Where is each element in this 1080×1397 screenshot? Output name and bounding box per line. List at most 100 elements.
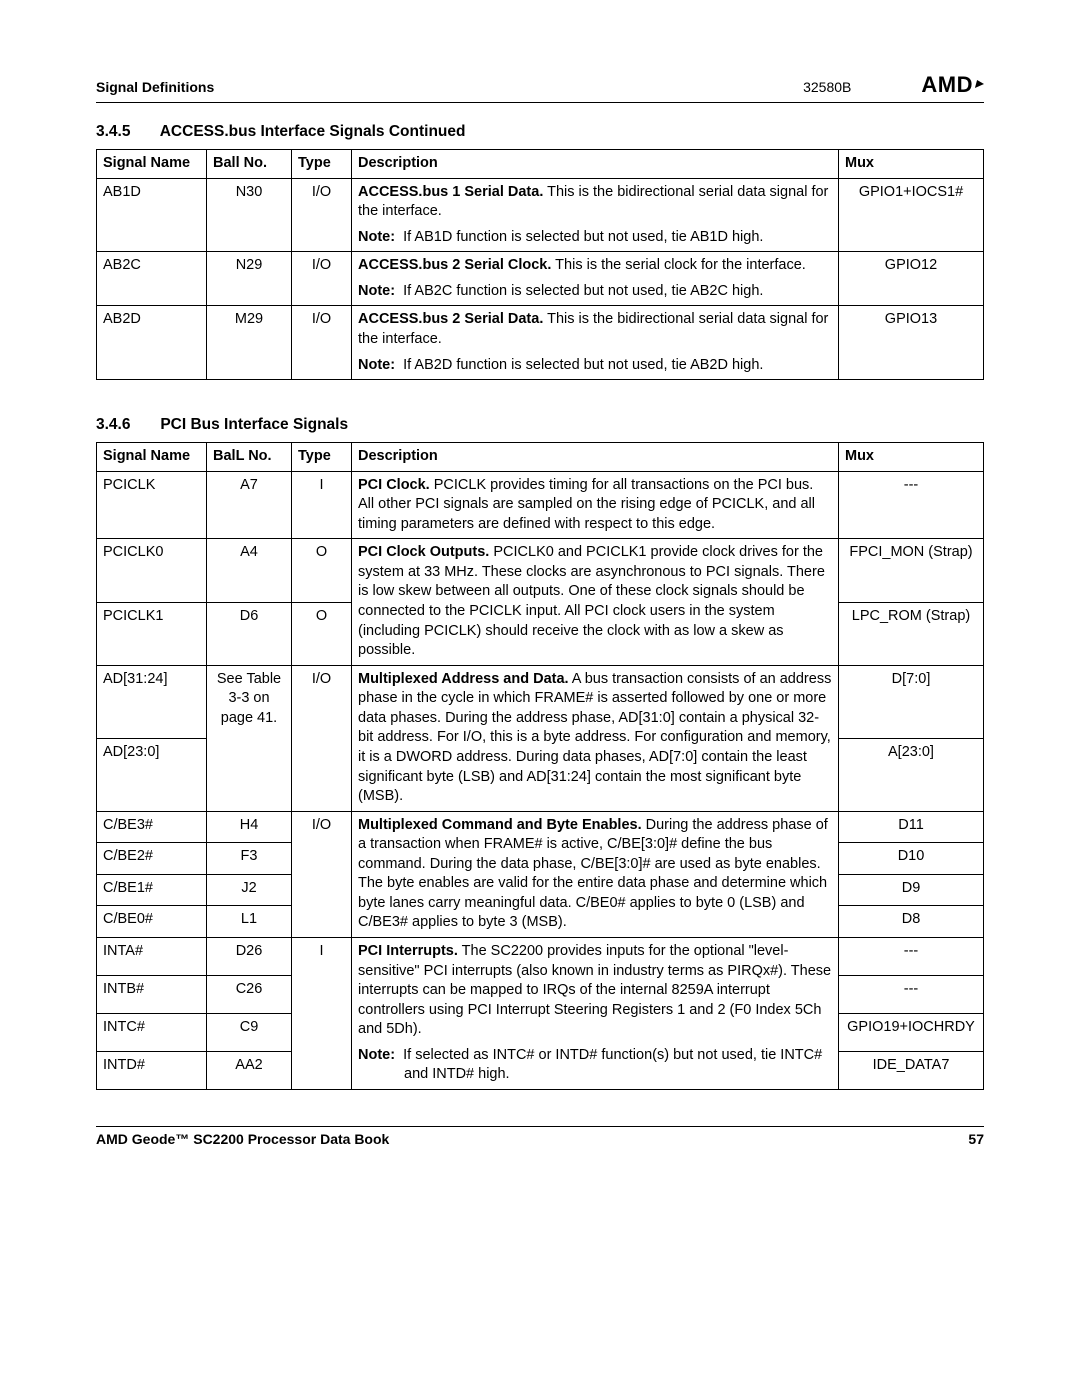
desc-bold: PCI Interrupts. — [358, 943, 458, 959]
cell-signal: INTD# — [97, 1051, 207, 1089]
table-header-row: Signal Name Ball No. Type Description Mu… — [97, 150, 984, 179]
note-label: Note: — [358, 1047, 395, 1063]
desc-bold: Multiplexed Address and Data. — [358, 671, 569, 687]
section-345-num: 3.4.5 — [96, 123, 156, 141]
cell-ball: M29 — [207, 306, 292, 380]
cell-desc: ACCESS.bus 1 Serial Data. This is the bi… — [352, 178, 839, 252]
cell-mux: GPIO13 — [839, 306, 984, 380]
cell-mux: --- — [839, 975, 984, 1013]
desc-rest: This is the serial clock for the interfa… — [551, 257, 805, 273]
section-346-text: PCI Bus Interface Signals — [160, 416, 348, 433]
cell-signal: PCICLK — [97, 471, 207, 539]
desc-bold: PCI Clock Outputs. — [358, 544, 489, 560]
cell-type: I/O — [292, 811, 352, 937]
cell-desc: Multiplexed Command and Byte Enables. Du… — [352, 811, 839, 937]
th-signal: Signal Name — [97, 443, 207, 472]
cell-ball: H4 — [207, 811, 292, 843]
th-desc: Description — [352, 150, 839, 179]
cell-ball: L1 — [207, 906, 292, 938]
desc-bold: Multiplexed Command and Byte Enables. — [358, 817, 642, 833]
cell-ball: A4 — [207, 539, 292, 602]
cell-mux: GPIO1+IOCS1# — [839, 178, 984, 252]
page: Signal Definitions 32580B AMD 3.4.5 ACCE… — [0, 0, 1080, 1187]
desc-rest: PCICLK0 and PCICLK1 provide clock drives… — [358, 544, 825, 658]
cell-signal: PCICLK1 — [97, 602, 207, 665]
table-row: C/BE3# H4 I/O Multiplexed Command and By… — [97, 811, 984, 843]
cell-signal: AB1D — [97, 178, 207, 252]
cell-ball: AA2 — [207, 1051, 292, 1089]
cell-signal: C/BE3# — [97, 811, 207, 843]
desc-rest: During the address phase of a transactio… — [358, 817, 828, 931]
cell-mux: D11 — [839, 811, 984, 843]
th-signal: Signal Name — [97, 150, 207, 179]
cell-mux: D8 — [839, 906, 984, 938]
cell-desc: PCI Clock. PCICLK provides timing for al… — [352, 471, 839, 539]
th-mux: Mux — [839, 443, 984, 472]
table-row: INTA# D26 I PCI Interrupts. The SC2200 p… — [97, 938, 984, 976]
cell-mux: D[7:0] — [839, 665, 984, 738]
cell-mux: GPIO12 — [839, 252, 984, 306]
cell-ball: A7 — [207, 471, 292, 539]
th-mux: Mux — [839, 150, 984, 179]
desc-bold: ACCESS.bus 1 Serial Data. — [358, 184, 543, 200]
table-row: AD[31:24] See Table 3-3 on page 41. I/O … — [97, 665, 984, 738]
cell-type: I/O — [292, 252, 352, 306]
cell-ball: D26 — [207, 938, 292, 976]
cell-type: O — [292, 602, 352, 665]
amd-logo-text: AMD — [921, 72, 973, 98]
table-row: AB1D N30 I/O ACCESS.bus 1 Serial Data. T… — [97, 178, 984, 252]
table-row: AB2C N29 I/O ACCESS.bus 2 Serial Clock. … — [97, 252, 984, 306]
cell-ball: See Table 3-3 on page 41. — [207, 665, 292, 811]
cell-signal: C/BE0# — [97, 906, 207, 938]
cell-type: I/O — [292, 178, 352, 252]
section-345-title: 3.4.5 ACCESS.bus Interface Signals Conti… — [96, 123, 984, 141]
cell-mux: LPC_ROM (Strap) — [839, 602, 984, 665]
cell-desc: Multiplexed Address and Data. A bus tran… — [352, 665, 839, 811]
cell-desc: ACCESS.bus 2 Serial Clock. This is the s… — [352, 252, 839, 306]
cell-signal: C/BE1# — [97, 874, 207, 906]
cell-signal: INTC# — [97, 1013, 207, 1051]
note-text: If selected as INTC# or INTD# function(s… — [403, 1047, 822, 1083]
cell-signal: AB2C — [97, 252, 207, 306]
cell-signal: INTA# — [97, 938, 207, 976]
header-docnum: 32580B — [803, 79, 851, 95]
note-label: Note: — [358, 229, 395, 245]
th-ball: Ball No. — [207, 150, 292, 179]
cell-ball: N30 — [207, 178, 292, 252]
note-text: If AB2D function is selected but not use… — [403, 357, 763, 373]
cell-type: I/O — [292, 665, 352, 811]
cell-ball: D6 — [207, 602, 292, 665]
table-row: PCICLK0 A4 O PCI Clock Outputs. PCICLK0 … — [97, 539, 984, 602]
cell-mux: --- — [839, 938, 984, 976]
section-346-title: 3.4.6 PCI Bus Interface Signals — [96, 416, 984, 434]
cell-signal: C/BE2# — [97, 843, 207, 875]
note-text: If AB2C function is selected but not use… — [403, 283, 763, 299]
th-desc: Description — [352, 443, 839, 472]
cell-ball: F3 — [207, 843, 292, 875]
cell-type: O — [292, 539, 352, 602]
cell-signal: INTB# — [97, 975, 207, 1013]
amd-logo: AMD — [921, 72, 984, 98]
cell-ball: C26 — [207, 975, 292, 1013]
table-row: PCICLK A7 I PCI Clock. PCICLK provides t… — [97, 471, 984, 539]
table-header-row: Signal Name BalL No. Type Description Mu… — [97, 443, 984, 472]
page-header: Signal Definitions 32580B AMD — [96, 72, 984, 103]
cell-mux: A[23:0] — [839, 738, 984, 811]
note-label: Note: — [358, 283, 395, 299]
desc-rest: A bus transaction consists of an address… — [358, 671, 831, 804]
cell-desc: ACCESS.bus 2 Serial Data. This is the bi… — [352, 306, 839, 380]
note-text: If AB1D function is selected but not use… — [403, 229, 763, 245]
amd-logo-arrow-icon — [975, 80, 985, 88]
cell-type: I — [292, 471, 352, 539]
desc-bold: ACCESS.bus 2 Serial Data. — [358, 311, 543, 327]
cell-type: I — [292, 938, 352, 1090]
desc-bold: PCI Clock. — [358, 477, 430, 493]
table-row: AB2D M29 I/O ACCESS.bus 2 Serial Data. T… — [97, 306, 984, 380]
th-ball: BalL No. — [207, 443, 292, 472]
cell-mux: --- — [839, 471, 984, 539]
page-footer: AMD Geode™ SC2200 Processor Data Book 57 — [96, 1126, 984, 1147]
desc-bold: ACCESS.bus 2 Serial Clock. — [358, 257, 551, 273]
cell-mux: IDE_DATA7 — [839, 1051, 984, 1089]
cell-ball: C9 — [207, 1013, 292, 1051]
cell-signal: AB2D — [97, 306, 207, 380]
